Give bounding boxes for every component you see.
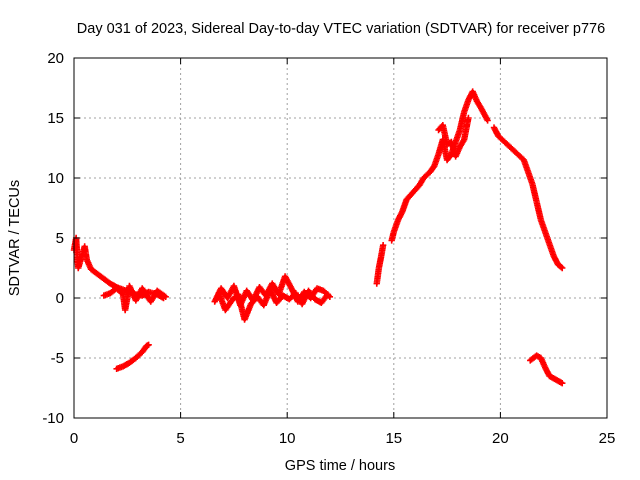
series-arc7 (388, 88, 491, 244)
axes: 0 5 10 15 20 25 -10 -5 0 5 10 15 20 (42, 50, 615, 447)
series-arc2 (100, 282, 169, 314)
x-axis-label: GPS time / hours (285, 458, 395, 474)
y-tick-label: -10 (42, 410, 64, 427)
data-point (379, 242, 387, 249)
data-point (559, 264, 566, 272)
y-tick-label: 0 (56, 290, 64, 307)
x-tick-label: 0 (70, 430, 78, 447)
series-arc3 (113, 341, 152, 372)
x-tick-label: 10 (279, 430, 296, 447)
data-point (557, 263, 565, 271)
series-arc6 (373, 242, 387, 287)
data-layer (70, 88, 566, 387)
y-tick-label: 20 (47, 50, 64, 67)
grid (74, 58, 607, 418)
series-arc5 (215, 286, 331, 323)
x-tick-label: 20 (492, 430, 509, 447)
y-axis-label: SDTVAR / TECUs (7, 180, 23, 296)
data-point (145, 341, 152, 348)
data-point (484, 117, 491, 124)
series-arc9 (490, 124, 566, 272)
x-tick-label: 15 (385, 430, 402, 447)
y-tick-label: 10 (47, 170, 64, 187)
y-tick-label: -5 (51, 350, 64, 367)
x-tick-label: 5 (176, 430, 184, 447)
data-point (162, 293, 169, 300)
data-point (559, 380, 566, 387)
data-point (465, 114, 472, 122)
series-arc10 (527, 352, 566, 387)
chart-title: Day 031 of 2023, Sidereal Day-to-day VTE… (77, 21, 605, 37)
y-tick-label: 5 (56, 230, 64, 247)
data-point (324, 291, 331, 298)
x-tick-label: 25 (599, 430, 616, 447)
series-arc8 (435, 114, 472, 160)
y-tick-label: 15 (47, 110, 64, 127)
